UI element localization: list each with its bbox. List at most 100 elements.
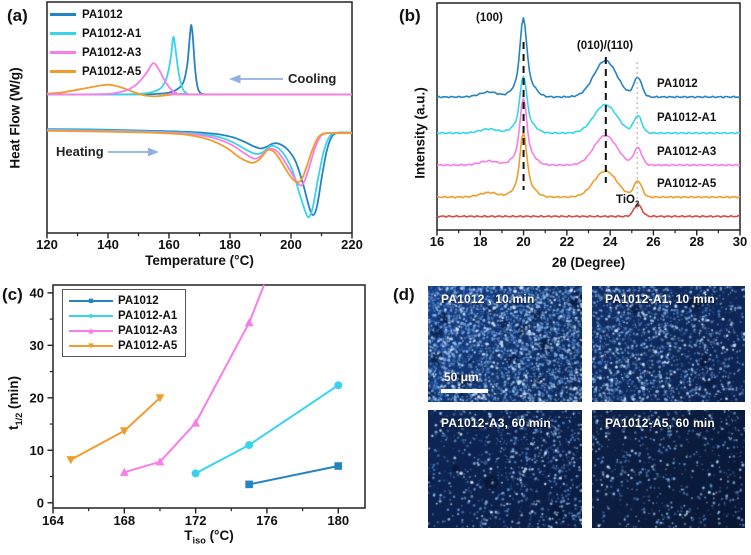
dsc-curve-pa1012-a3-heating <box>46 129 353 187</box>
micrograph-label: PA1012-A5, 60 min <box>605 416 715 430</box>
data-marker-pa1012-a5 <box>155 394 165 403</box>
x-tick-label: 120 <box>36 237 58 252</box>
legend-item: PA1012-A3 <box>50 43 141 62</box>
halftime-chart: 164 168 172 176 180 0 10 20 30 40 <box>30 284 366 528</box>
panel-b-xrd: 16 18 20 22 24 26 28 30 (b) Intensity (a.u.) 2θ… <box>375 0 751 275</box>
series-line-pa1012-a1 <box>195 384 339 475</box>
legend-item: PA1012-A1 <box>50 24 141 43</box>
micrograph-label: PA1012-A1, 10 min <box>605 292 715 306</box>
panel-c-halftime: 164 168 172 176 180 0 10 20 30 40 (c) t1/2 (min) … <box>0 275 375 555</box>
xrd-curve-pa1012-a5 <box>436 132 741 199</box>
scale-bar-text: 50 μm <box>444 370 479 384</box>
x-tick-label: 18 <box>473 234 487 249</box>
data-marker-pa1012-a1 <box>191 469 200 478</box>
micrograph-label: PA1012-A3, 60 min <box>441 416 551 430</box>
x-tick-label: 172 <box>185 513 207 528</box>
data-marker-pa1012 <box>245 480 253 489</box>
series-line-pa1012 <box>248 465 339 486</box>
legend-label: PA1012 <box>118 294 159 307</box>
x-tick-label: 28 <box>689 234 703 249</box>
panel-a-xlabel: Temperature (°C) <box>145 253 254 268</box>
panel-a-tag: (a) <box>7 6 28 25</box>
legend-label: PA1012-A3 <box>118 324 178 337</box>
curve-label-pa1012-a3: PA1012-A3 <box>657 146 717 158</box>
x-tick-label: 176 <box>256 513 278 528</box>
plot-frame <box>52 284 366 509</box>
data-marker-pa1012-a3 <box>155 457 165 466</box>
legend-line-swatch <box>50 70 76 73</box>
curve-label-pa1012: PA1012 <box>657 78 698 90</box>
legend-item: ▼ PA1012-A5 <box>69 338 177 353</box>
x-tick-label: 164 <box>42 513 64 528</box>
x-tick-label: 30 <box>733 234 747 249</box>
legend-item: ▲ PA1012-A3 <box>69 323 177 338</box>
panel-b-ylabel: Intensity (a.u.) <box>412 87 428 179</box>
x-tick-label: 22 <box>560 234 574 249</box>
panel-d-tag: (d) <box>393 285 415 304</box>
y-tick-label: 20 <box>30 390 44 405</box>
panel-d-micrographs: (d) PA1012 , 10 min 50 μm PA1012-A1, 10 … <box>375 275 751 555</box>
cooling-arrow-head <box>229 74 241 84</box>
legend-line-swatch <box>50 32 76 35</box>
panel-c-tag: (c) <box>2 285 23 304</box>
y-tick-label: 40 <box>30 285 44 300</box>
x-tick-label: 26 <box>646 234 660 249</box>
curve-label-pa1012-a1: PA1012-A1 <box>657 112 717 124</box>
x-tick-label: 168 <box>113 513 135 528</box>
peak-label-010-110: (010)/(110) <box>576 40 634 52</box>
data-marker-pa1012-a3 <box>244 318 254 327</box>
micrograph-pa1012-a3: PA1012-A3, 60 min <box>428 410 582 528</box>
x-tick-label: 160 <box>158 237 180 252</box>
xrd-curve-pa1012-a1 <box>436 75 741 135</box>
x-tick-label: 200 <box>280 237 302 252</box>
micrograph-image <box>592 286 745 402</box>
dsc-curve-pa1012-heating <box>46 128 352 216</box>
data-marker-pa1012-a1 <box>334 381 343 390</box>
panel-b-xlabel: 2θ (Degree) <box>551 255 626 270</box>
legend-line-swatch <box>50 51 76 54</box>
x-tick-label: 24 <box>603 234 618 249</box>
legend-label: PA1012-A1 <box>118 309 178 322</box>
heating-arrow-head <box>148 147 159 157</box>
curve-label-pa1012-a5: PA1012-A5 <box>657 178 717 190</box>
legend-line-swatch <box>50 13 76 16</box>
panel-a-legend: PA1012 PA1012-A1 PA1012-A3 PA1012-A5 <box>50 5 141 81</box>
y-tick-label: 0 <box>37 495 44 510</box>
micrograph-label: PA1012 , 10 min <box>441 292 535 306</box>
x-tick-label: 16 <box>430 234 444 249</box>
panel-b-tag: (b) <box>399 6 421 25</box>
x-tick-label: 180 <box>327 513 349 528</box>
x-tick-label: 220 <box>341 237 363 252</box>
cooling-annotation: Cooling <box>288 71 337 86</box>
legend-marker-swatch: ▼ <box>69 340 113 352</box>
legend-label: PA1012 <box>82 8 123 21</box>
panel-c-ylabel: t1/2 (min) <box>6 375 24 431</box>
x-tick-label: 20 <box>516 234 530 249</box>
dsc-chart: 120 140 160 180 200 220 <box>36 1 363 252</box>
legend-marker-swatch: ■ <box>69 295 113 307</box>
x-tick-label: 180 <box>219 237 241 252</box>
peak-label-100: (100) <box>476 12 503 24</box>
dsc-curve-pa1012-a5-heating <box>46 130 353 184</box>
heating-annotation: Heating <box>56 144 104 159</box>
legend-label: PA1012-A5 <box>118 339 178 352</box>
panel-c-xlabel: Tiso (°C) <box>184 528 234 546</box>
y-tick-label: 10 <box>30 443 44 458</box>
xrd-curve-tio2 <box>436 203 741 218</box>
y-tick-label: 30 <box>30 338 44 353</box>
tio2-label: TiO2 <box>616 194 640 209</box>
xrd-curve-pa1012-a3 <box>436 97 741 167</box>
data-marker-pa1012-a3 <box>119 467 129 476</box>
legend-item: ● PA1012-A1 <box>69 308 177 323</box>
scale-bar <box>441 389 488 393</box>
dsc-curve-pa1012-a3-cooling <box>46 62 353 96</box>
legend-marker-swatch: ▲ <box>69 325 113 337</box>
data-marker-pa1012-a3 <box>191 418 201 427</box>
legend-marker-swatch: ● <box>69 310 113 322</box>
legend-item: PA1012-A5 <box>50 62 141 81</box>
dsc-curve-pa1012-a1-heating <box>46 128 352 219</box>
x-tick-label: 140 <box>97 237 119 252</box>
data-marker-pa1012-a5 <box>119 427 129 436</box>
legend-label: PA1012-A5 <box>82 65 142 78</box>
